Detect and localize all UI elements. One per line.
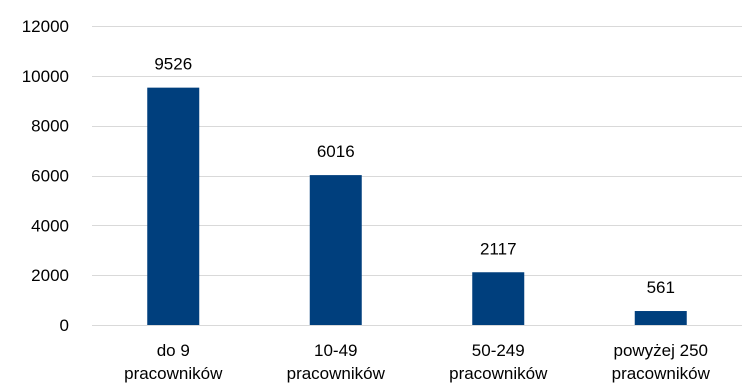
x-category-label: powyżej 250 pracowników xyxy=(612,341,711,383)
x-category-label: 50-249 pracowników xyxy=(449,341,548,383)
bar xyxy=(309,175,362,325)
data-label: 2117 xyxy=(480,239,517,258)
data-label: 9526 xyxy=(154,55,192,74)
x-axis-category-labels: do 9 pracowników 10-49 pracowników 50-249 pra… xyxy=(124,341,710,383)
y-tick-label: 4000 xyxy=(31,216,69,235)
y-tick-label: 10000 xyxy=(22,67,69,86)
data-labels: 9526 6016 2117 561 xyxy=(154,55,675,297)
x-category-label: do 9 pracowników xyxy=(124,341,223,383)
bar xyxy=(147,87,200,326)
y-tick-label: 6000 xyxy=(31,167,69,186)
data-label: 6016 xyxy=(317,142,355,161)
x-category-label: 10-49 pracowników xyxy=(287,341,386,383)
gridlines xyxy=(92,26,742,326)
bar xyxy=(472,272,525,325)
data-label: 561 xyxy=(647,278,675,297)
y-axis-tick-labels: 0 2000 4000 6000 8000 10000 12000 xyxy=(22,17,69,335)
y-tick-label: 0 xyxy=(60,316,69,335)
y-tick-label: 2000 xyxy=(31,266,69,285)
y-tick-label: 8000 xyxy=(31,117,69,136)
bar xyxy=(634,311,687,325)
y-tick-label: 12000 xyxy=(22,17,69,36)
bars xyxy=(147,87,687,326)
